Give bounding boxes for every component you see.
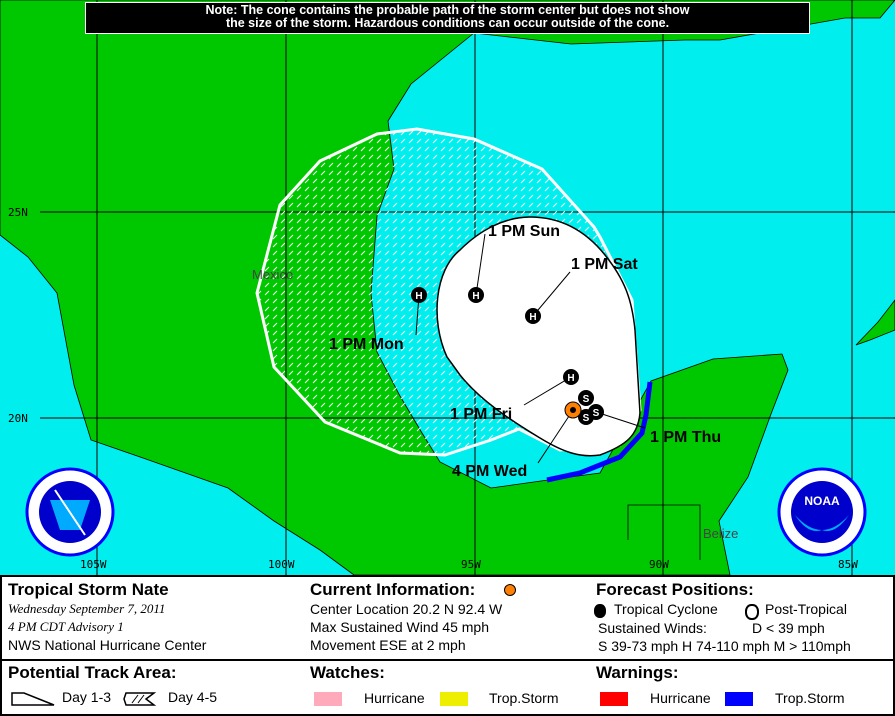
label-mexico: Mexico	[252, 267, 293, 282]
hurricane-warning-swatch	[600, 692, 628, 706]
label-belize: Belize	[703, 526, 738, 541]
svg-text:NOAA: NOAA	[804, 494, 840, 508]
movement: Movement ESE at 2 mph	[310, 637, 466, 653]
marker-h-mon: H	[411, 287, 427, 303]
ts-warning-label: Trop.Storm	[775, 690, 845, 706]
svg-text:H: H	[529, 312, 536, 323]
marker-s: S	[578, 390, 594, 406]
current-position-icon	[564, 401, 582, 419]
ts-warning-swatch	[725, 692, 753, 706]
note-line: Note: The cone contains the probable pat…	[205, 3, 690, 17]
tropical-storm-warning	[546, 381, 653, 483]
belize-border	[627, 504, 701, 560]
post-tropical-icon	[745, 604, 759, 620]
current-info-title: Current Information:	[310, 580, 476, 599]
note-line: the size of the storm. Hazardous conditi…	[225, 16, 670, 30]
svg-text:H: H	[415, 291, 422, 302]
lon-label: 90W	[649, 558, 669, 571]
noaa-logo: NOAA	[777, 467, 867, 557]
land-mexico-us	[0, 0, 895, 575]
issuing-center: NWS National Hurricane Center	[8, 637, 207, 653]
forecast-title: Forecast Positions:	[596, 580, 754, 599]
svg-text:S: S	[593, 408, 600, 419]
lon-label: 85W	[838, 558, 858, 571]
lat-label: 25N	[8, 206, 28, 219]
marker-h-fri: H	[563, 369, 579, 385]
label-wed: 4 PM Wed	[452, 463, 527, 480]
label-mon: 1 PM Mon	[329, 336, 404, 353]
info-panel: Tropical Storm Nate Wednesday September …	[0, 575, 895, 716]
sustained-winds-label: Sustained Winds:	[598, 620, 707, 636]
hurricane-warning-label: Hurricane	[650, 690, 711, 706]
lat-label: 20N	[8, 412, 28, 425]
land-cuba	[855, 299, 895, 346]
day-1-3-label: Day 1-3	[62, 689, 112, 705]
day-4-5-label: Day 4-5	[168, 689, 218, 705]
day-4-5-icon	[123, 692, 157, 706]
marker-s-thu: S	[588, 404, 604, 420]
legend-row: Potential Track Area: Day 1-3 Day 4-5 Wa…	[2, 659, 893, 716]
lon-label: 105W	[80, 558, 107, 571]
track-area-title: Potential Track Area:	[8, 663, 177, 682]
label-sun: 1 PM Sun	[488, 223, 560, 240]
label-sat: 1 PM Sat	[571, 256, 638, 273]
tropical-cyclone-icon	[594, 604, 606, 618]
hurricane-watch-swatch	[314, 692, 342, 706]
marker-h-sat: H	[525, 308, 541, 324]
nws-logo	[25, 467, 115, 557]
svg-text:H: H	[472, 291, 479, 302]
cone-disclaimer: Note: The cone contains the probable pat…	[85, 2, 810, 34]
svg-text:H: H	[567, 373, 574, 384]
leader-lines	[415, 233, 646, 464]
tropical-cyclone-label: Tropical Cyclone	[614, 601, 718, 617]
max-wind: Max Sustained Wind 45 mph	[310, 619, 489, 635]
label-fri: 1 PM Fri	[450, 406, 512, 423]
lon-label: 95W	[461, 558, 481, 571]
warnings-title: Warnings:	[596, 663, 679, 682]
d-scale: D < 39 mph	[752, 620, 825, 636]
center-location: Center Location 20.2 N 92.4 W	[310, 601, 503, 617]
lon-label: 100W	[268, 558, 295, 571]
marker-h-sun: H	[468, 287, 484, 303]
forecast-map: 25N 20N 105W 100W 95W 90W 85W S S S H H …	[0, 0, 895, 575]
hurricane-watch-label: Hurricane	[364, 690, 425, 706]
watches-title: Watches:	[310, 663, 385, 682]
ts-watch-label: Trop.Storm	[489, 690, 559, 706]
advisory-number: 4 PM CDT Advisory 1	[8, 619, 124, 634]
day-1-3-icon	[11, 692, 55, 706]
svg-text:S: S	[583, 394, 590, 405]
advisory-date: Wednesday September 7, 2011	[8, 601, 166, 616]
storm-name: Tropical Storm Nate	[8, 580, 169, 599]
current-position-icon	[504, 584, 516, 596]
post-tropical-label: Post-Tropical	[765, 601, 847, 617]
wind-scales: S 39-73 mph H 74-110 mph M > 110mph	[598, 638, 851, 654]
svg-text:S: S	[583, 413, 590, 424]
label-thu: 1 PM Thu	[650, 429, 721, 446]
ts-watch-swatch	[440, 692, 468, 706]
